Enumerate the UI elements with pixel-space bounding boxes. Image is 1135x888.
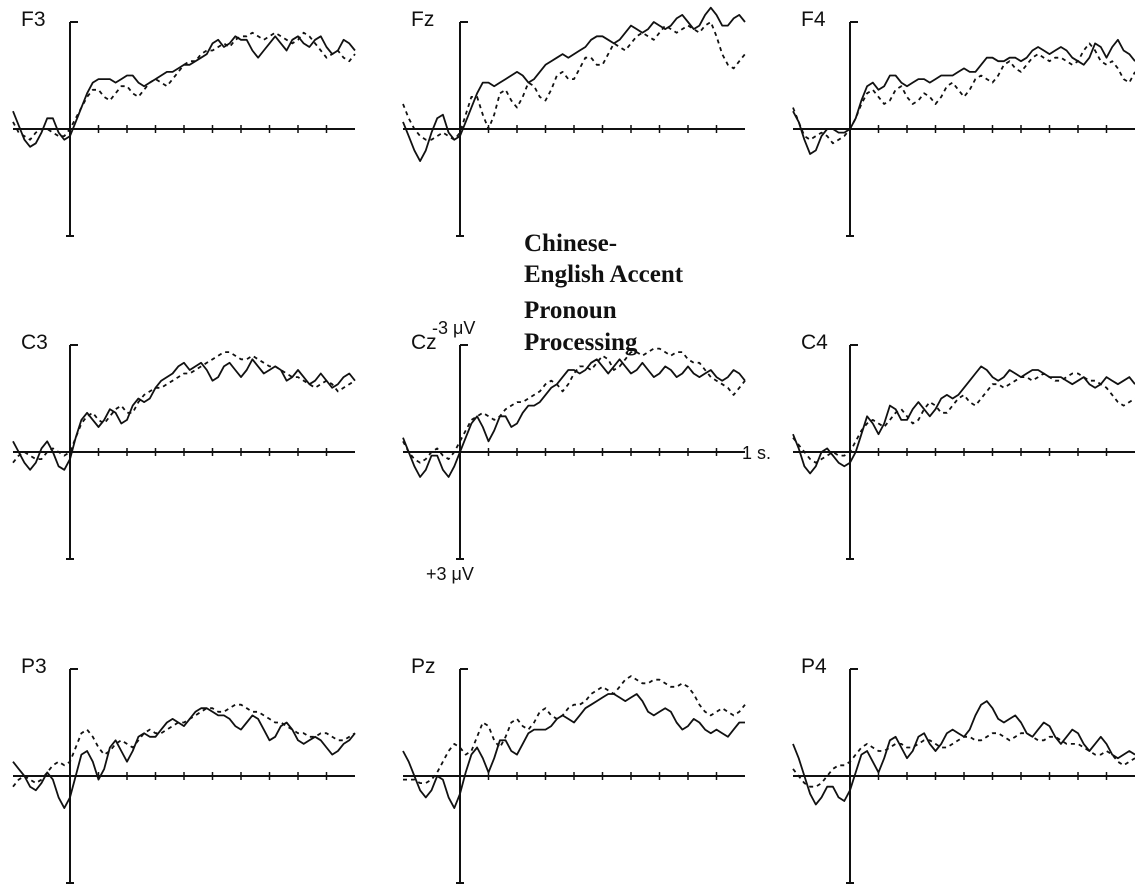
fz-waveform-solid <box>402 6 746 163</box>
electrode-label-cz: Cz <box>411 331 437 354</box>
electrode-label-pz: Pz <box>411 655 436 678</box>
c3-waveform-solid <box>12 358 356 471</box>
electrode-label-fz: Fz <box>411 8 434 31</box>
electrode-label-c3: C3 <box>21 331 48 354</box>
f4-waveform-dashed <box>792 42 1135 145</box>
c4-waveform-solid <box>792 365 1135 475</box>
c3-waveform-dashed <box>12 351 356 464</box>
f3-waveform-solid <box>12 35 356 148</box>
c4-waveform-dashed <box>792 372 1135 464</box>
title-line-2: English Accent <box>524 261 684 288</box>
p4-waveform-solid <box>792 700 1135 806</box>
scale-label-time: 1 s. <box>742 443 771 463</box>
p3-waveform-dashed <box>12 703 356 788</box>
title-line-1: Chinese- <box>524 230 618 257</box>
f4-waveform-solid <box>792 38 1135 155</box>
cz-waveform-solid <box>402 358 746 478</box>
pz-waveform-dashed <box>403 675 746 784</box>
scale-label-positive: +3 μV <box>426 564 474 584</box>
cz-waveform-dashed <box>402 347 746 464</box>
electrode-label-p3: P3 <box>21 655 47 678</box>
electrode-label-p4: P4 <box>801 655 827 678</box>
electrode-label-f4: F4 <box>801 8 826 31</box>
fz-waveform-dashed <box>402 21 746 141</box>
electrode-label-c4: C4 <box>801 331 828 354</box>
title-line-3: Pronoun <box>524 297 617 324</box>
pz-waveform-solid <box>402 693 745 809</box>
scale-label-negative: -3 μV <box>432 318 475 338</box>
f3-waveform-dashed <box>12 31 356 141</box>
p3-waveform-solid <box>12 707 356 809</box>
title-line-4: Processing <box>524 329 638 356</box>
p4-waveform-dashed <box>792 732 1135 788</box>
electrode-label-f3: F3 <box>21 8 46 31</box>
